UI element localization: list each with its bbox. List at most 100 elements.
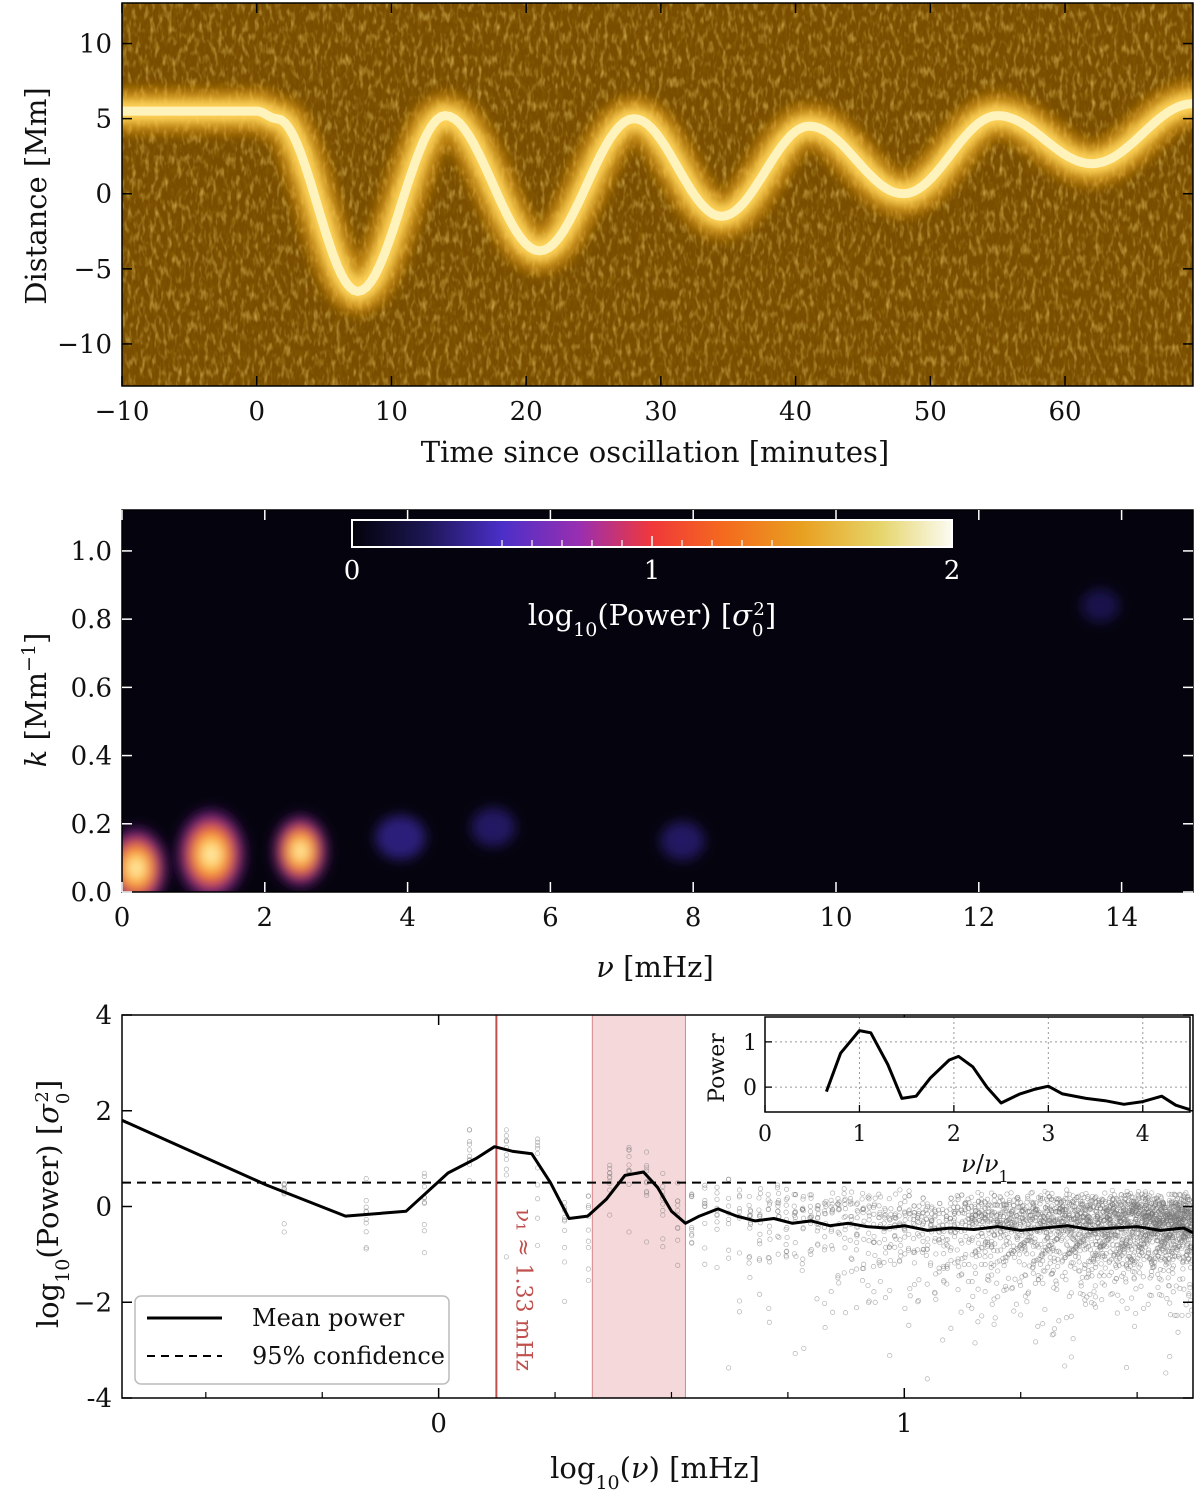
power-sample <box>421 1222 427 1228</box>
power-sample <box>906 1322 912 1328</box>
power-sample <box>1026 1289 1032 1295</box>
power-sample <box>916 1277 922 1283</box>
power-sample <box>822 1325 828 1331</box>
power-sample <box>914 1247 921 1253</box>
y-tick-label: 10 <box>79 30 112 60</box>
power-sample <box>1022 1221 1028 1227</box>
power-sample <box>841 1191 847 1197</box>
power-sample <box>1185 1312 1191 1318</box>
power-sample <box>970 1212 976 1218</box>
power-sample <box>1172 1232 1178 1238</box>
power-sample <box>822 1244 828 1250</box>
power-sample <box>1034 1241 1040 1248</box>
power-sample <box>958 1207 964 1213</box>
power-sample <box>1053 1249 1060 1255</box>
power-sample <box>1123 1213 1129 1219</box>
power-sample <box>954 1247 960 1253</box>
power-sample <box>961 1210 968 1216</box>
power-sample <box>1166 1283 1172 1289</box>
power-sample <box>902 1228 908 1234</box>
power-sample <box>842 1227 848 1233</box>
power-sample <box>948 1325 954 1331</box>
power-sample <box>1121 1250 1127 1256</box>
power-sample <box>756 1256 762 1262</box>
power-sample <box>994 1280 1000 1286</box>
power-sample <box>871 1233 877 1240</box>
y-tick-label: 2 <box>95 1097 112 1127</box>
power-sample <box>822 1234 828 1240</box>
power-sample <box>1075 1254 1082 1260</box>
power-sample <box>814 1203 820 1209</box>
power-sample <box>1087 1247 1094 1253</box>
power-sample <box>929 1218 935 1224</box>
power-sample <box>1022 1244 1028 1250</box>
power-sample <box>726 1176 732 1182</box>
power-sample <box>1017 1279 1023 1285</box>
oscillation-track <box>122 80 1193 316</box>
power-sample <box>1030 1251 1036 1257</box>
power-sample <box>1133 1310 1139 1317</box>
power-sample <box>920 1246 926 1252</box>
power-sample <box>849 1268 855 1274</box>
power-sample <box>888 1206 894 1212</box>
power-sample <box>919 1222 926 1228</box>
power-sample <box>736 1206 743 1212</box>
power-sample <box>1001 1243 1007 1249</box>
power-sample <box>1180 1257 1187 1263</box>
power-sample <box>1049 1270 1056 1276</box>
power-sample <box>871 1289 877 1295</box>
power-sample <box>1059 1206 1066 1212</box>
power-sample <box>1017 1282 1024 1289</box>
power-sample <box>1098 1261 1104 1267</box>
power-sample <box>962 1254 968 1260</box>
power-sample <box>902 1305 908 1311</box>
power-sample <box>973 1253 979 1260</box>
power-sample <box>882 1295 889 1301</box>
power-sample <box>1006 1240 1012 1246</box>
power-sample <box>1076 1259 1082 1265</box>
power-sample <box>1032 1280 1038 1286</box>
power-sample <box>1064 1187 1070 1193</box>
power-sample <box>1080 1218 1086 1224</box>
power-sample <box>1012 1276 1018 1282</box>
power-sample <box>1064 1242 1070 1249</box>
power-sample <box>1189 1257 1193 1263</box>
power-sample <box>956 1264 962 1270</box>
power-sample <box>702 1220 708 1226</box>
power-sample <box>1172 1230 1178 1236</box>
power-sample <box>791 1203 797 1209</box>
plot-frame <box>121 2 1194 387</box>
power-sample <box>1053 1278 1059 1284</box>
inset-power-line <box>824 1029 1191 1112</box>
power-sample <box>1001 1263 1007 1269</box>
power-sample <box>920 1195 926 1201</box>
y-tick-label: −5 <box>74 255 112 285</box>
power-sample <box>969 1215 975 1221</box>
power-sample <box>906 1231 912 1237</box>
power-sample <box>979 1245 985 1251</box>
power-sample <box>865 1194 871 1200</box>
power-sample <box>1133 1258 1139 1264</box>
power-sample <box>1008 1190 1014 1196</box>
power-sample <box>969 1237 975 1243</box>
power-sample <box>1092 1264 1098 1270</box>
power-sample <box>1112 1278 1118 1284</box>
power-sample <box>1080 1242 1086 1249</box>
power-sample <box>907 1216 913 1222</box>
power-sample <box>861 1261 867 1267</box>
power-sample <box>829 1201 835 1207</box>
power-sample <box>854 1201 860 1207</box>
power-sample <box>1180 1276 1186 1282</box>
power-sample <box>959 1219 965 1225</box>
power-sample <box>1016 1251 1022 1257</box>
power-sample <box>854 1208 860 1214</box>
y-axis-label: k [Mm−1] <box>18 633 53 768</box>
x-tick-label: 8 <box>685 903 702 933</box>
power-sample <box>775 1233 781 1239</box>
power-sample <box>855 1200 861 1206</box>
power-sample <box>535 1150 541 1157</box>
power-sample <box>1189 1217 1193 1224</box>
power-sample <box>1128 1237 1134 1243</box>
power-sample <box>815 1207 821 1213</box>
legend-mean-label: Mean power <box>252 1304 405 1332</box>
